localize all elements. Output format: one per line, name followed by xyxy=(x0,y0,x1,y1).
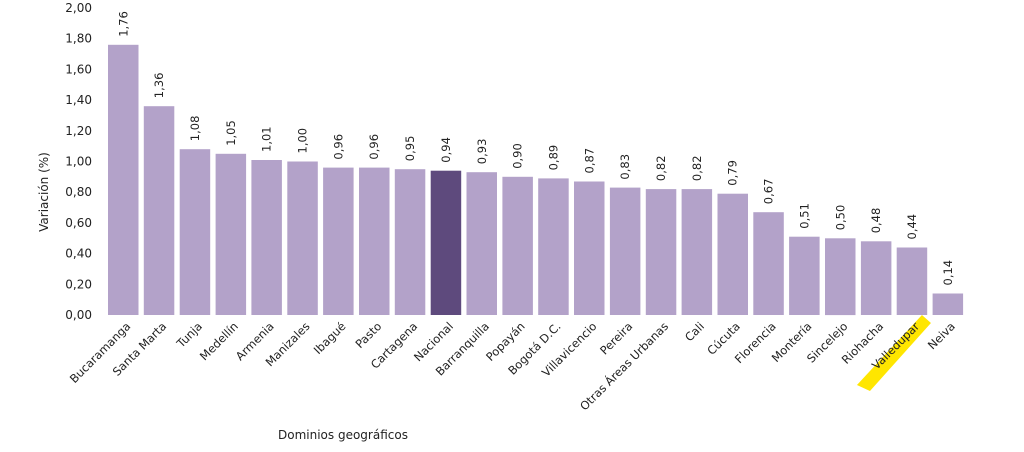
bar-pasto xyxy=(359,167,390,315)
data-label: 0,51 xyxy=(797,203,811,229)
data-label: 0,79 xyxy=(726,160,740,186)
bar-manizales xyxy=(287,161,318,315)
bar-cartagena xyxy=(394,169,426,315)
y-tick-label: 0,20 xyxy=(65,277,92,291)
data-label: 0,48 xyxy=(869,208,883,234)
bar-montería xyxy=(789,236,820,315)
data-label: 0,14 xyxy=(941,260,955,286)
data-label: 0,44 xyxy=(905,214,919,240)
y-tick-label: 0,40 xyxy=(65,247,92,261)
data-label: 1,05 xyxy=(224,120,238,146)
bar-popayán xyxy=(502,176,533,315)
data-label: 0,96 xyxy=(331,134,345,160)
bar-valledupar xyxy=(896,247,928,315)
data-label: 1,36 xyxy=(152,73,166,99)
data-label: 0,94 xyxy=(439,137,453,163)
y-tick-label: 1,20 xyxy=(65,124,92,138)
bar-santa-marta xyxy=(143,106,175,315)
data-label: 1,08 xyxy=(188,116,202,142)
data-label: 0,87 xyxy=(582,148,596,174)
y-tick-label: 1,80 xyxy=(65,32,92,46)
data-label: 1,01 xyxy=(260,126,274,152)
data-label: 0,67 xyxy=(762,179,776,205)
bar-cúcuta xyxy=(717,193,748,315)
y-tick-label: 1,40 xyxy=(65,93,92,107)
x-tick-label: Tunja xyxy=(173,319,205,351)
y-tick-label: 1,60 xyxy=(65,62,92,76)
bar-nacional xyxy=(430,170,462,315)
data-label: 1,76 xyxy=(116,11,130,37)
data-label: 0,95 xyxy=(403,136,417,162)
x-axis-title: Dominios geográficos xyxy=(278,428,408,442)
bar-armenia xyxy=(251,160,282,315)
y-axis-title: Variación (%) xyxy=(37,152,51,232)
bar-bucaramanga xyxy=(108,44,139,316)
bars xyxy=(108,44,964,316)
data-label: 0,82 xyxy=(690,155,704,181)
x-tick-label: Pasto xyxy=(352,319,384,351)
bar-riohacha xyxy=(860,241,892,315)
y-tick-label: 1,00 xyxy=(65,155,92,169)
bar-medellín xyxy=(215,153,247,315)
bar-cali xyxy=(681,189,713,315)
y-tick-label: 0,60 xyxy=(65,216,92,230)
x-tick-label: Ibagué xyxy=(311,319,349,357)
bar-tunja xyxy=(179,149,211,315)
x-tick-label: Medellín xyxy=(197,319,241,363)
bar-florencia xyxy=(753,212,784,315)
data-labels: 1,76 1,36 1,08 1,05 1,01 1,00 0,96 0,96 0,95 0,94… xyxy=(116,11,955,286)
data-label: 0,96 xyxy=(367,134,381,160)
x-tick-label: Bucaramanga xyxy=(67,319,134,386)
y-axis-ticks: 0,00 0,20 0,40 0,60 0,80 1,00 1,20 1,40 1,60 1,80… xyxy=(65,1,92,322)
bar-ibagué xyxy=(323,167,354,315)
data-label: 0,50 xyxy=(833,205,847,231)
data-label: 0,89 xyxy=(547,145,561,171)
highlight-marker xyxy=(856,315,931,391)
data-label: 0,83 xyxy=(618,154,632,180)
y-tick-label: 2,00 xyxy=(65,1,92,15)
y-tick-label: 0,80 xyxy=(65,185,92,199)
bar-villavicencio xyxy=(574,181,605,315)
bar-neiva xyxy=(932,293,964,315)
bar-sincelejo xyxy=(825,238,856,316)
bar-otras-áreas-urbanas xyxy=(645,189,677,315)
bar-barranquilla xyxy=(466,172,497,315)
data-label: 0,82 xyxy=(654,155,668,181)
x-tick-label: Cali xyxy=(682,319,707,344)
bar-pereira xyxy=(609,187,641,315)
data-label: 0,93 xyxy=(475,139,489,165)
y-tick-label: 0,00 xyxy=(65,308,92,322)
data-label: 1,00 xyxy=(296,128,310,154)
bar-bogotá-d-c- xyxy=(538,178,569,315)
data-label: 0,90 xyxy=(511,143,525,169)
label-highlights xyxy=(856,315,931,391)
